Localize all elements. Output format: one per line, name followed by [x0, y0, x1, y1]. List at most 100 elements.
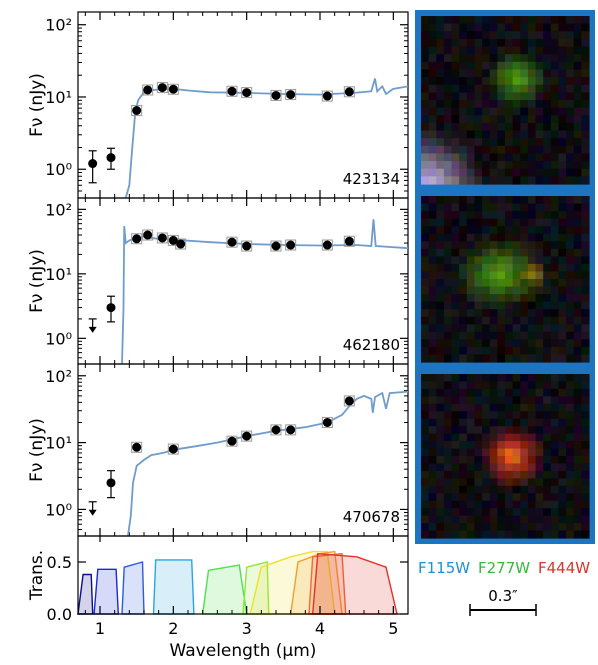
y-tick-label: 10¹ — [45, 265, 72, 284]
model-photometry-square — [343, 86, 355, 98]
model-photometry-square — [270, 424, 282, 436]
photometry-point — [143, 230, 153, 240]
photometry-point — [132, 442, 142, 452]
model-photometry-square — [270, 240, 282, 252]
photometry-point — [286, 240, 296, 250]
y-tick-label: 10¹ — [45, 88, 72, 107]
photometry-point — [322, 240, 332, 250]
filter-curve — [201, 564, 248, 615]
x-tick-label: 4 — [315, 619, 325, 638]
photometry-point — [132, 234, 142, 244]
model-photometry-square — [226, 236, 238, 248]
y-tick-label: 10² — [45, 16, 72, 35]
y-tick-label: 10¹ — [45, 434, 72, 453]
x-tick-label: 3 — [242, 619, 252, 638]
photometry-point — [242, 431, 252, 441]
photometry-point — [242, 88, 252, 98]
sed-panel-2: 10⁰ 10¹ 10² Fν (nJy) 462180 — [27, 197, 409, 365]
model-photometry-square — [343, 235, 355, 247]
photometry-point — [106, 478, 116, 488]
y-tick-label: 0.5 — [47, 553, 72, 572]
sed-panel-1: 10⁰ 10¹ 10² Fν (nJy) 423134 — [27, 11, 409, 199]
y-tick-label: 10⁰ — [45, 500, 72, 519]
y-tick-label: 10² — [45, 367, 72, 386]
model-photometry-square — [270, 89, 282, 101]
photometry-point — [176, 239, 186, 249]
model-photometry-square — [131, 441, 143, 453]
legend-f444w: F444W — [538, 559, 590, 577]
model-photometry-square — [241, 87, 253, 99]
photometry-point — [344, 396, 354, 406]
model-photometry-square — [156, 232, 168, 244]
photometry-point — [322, 91, 332, 101]
y-axis-label: Fν (nJy) — [27, 73, 47, 137]
photometry-point — [157, 233, 167, 243]
photometry-point — [271, 425, 281, 435]
cutout-image-3 — [415, 368, 595, 544]
x-tick-label: 1 — [95, 619, 105, 638]
photometry-point — [271, 241, 281, 251]
model-photometry-square — [241, 430, 253, 442]
photometry-point — [157, 83, 167, 93]
legend-f277w: F277W — [478, 559, 530, 577]
photometry-point — [322, 417, 332, 427]
photometry-point — [88, 159, 98, 169]
y-tick-label: 10⁰ — [45, 160, 72, 179]
model-photometry-square — [241, 240, 253, 252]
sed-panel-3: 10⁰ 10¹ 10² Fν (nJy) 470678 — [27, 363, 409, 537]
legend-f115w: F115W — [418, 559, 470, 577]
upper-limit-arrow — [88, 326, 97, 333]
photometry-point — [106, 153, 116, 163]
x-tick-label: 5 — [388, 619, 398, 638]
x-axis-label: Wavelength (μm) — [170, 641, 317, 661]
model-photometry-square — [285, 239, 297, 251]
model-photometry-square — [343, 395, 355, 407]
y-tick-label: 10⁰ — [45, 329, 72, 348]
photometry-point — [227, 237, 237, 247]
filter-curve — [121, 561, 145, 615]
model-photometry-square — [321, 90, 333, 102]
photometry-point — [227, 86, 237, 96]
model-photometry-square — [167, 443, 179, 455]
photometry-point — [344, 236, 354, 246]
model-photometry-square — [226, 85, 238, 97]
photometry-point — [168, 84, 178, 94]
photometry-point — [344, 87, 354, 97]
photometry-point — [106, 303, 116, 313]
panel-frame — [77, 535, 409, 615]
model-photometry-square — [321, 416, 333, 428]
cutout-image-1 — [415, 10, 595, 190]
cutout-image-2 — [415, 190, 595, 368]
upper-limit-arrow — [88, 509, 97, 516]
model-photometry-square — [321, 239, 333, 251]
source-id-label: 423134 — [343, 170, 400, 188]
scale-bar-label: 0.3″ — [488, 587, 518, 605]
model-photometry-square — [131, 233, 143, 245]
y-tick-label: 0.0 — [47, 605, 72, 624]
y-axis-label: Fν (nJy) — [27, 418, 47, 482]
source-id-label: 470678 — [343, 508, 400, 526]
model-photometry-square — [226, 435, 238, 447]
photometry-point — [271, 90, 281, 100]
filter-curve — [93, 568, 120, 615]
transmission-panel: 0.0 0.5 1 2 3 4 5 Trans. Wavelength (μm) — [27, 535, 409, 661]
model-photometry-square — [142, 84, 154, 96]
y-tick-label: 10² — [45, 200, 72, 219]
filter-curve — [77, 573, 94, 615]
model-photometry-square — [285, 424, 297, 436]
photometry-point — [242, 241, 252, 251]
photometry-point — [286, 90, 296, 100]
x-tick-label: 2 — [168, 619, 178, 638]
source-id-label: 462180 — [343, 336, 400, 354]
photometry-point — [143, 85, 153, 95]
model-photometry-square — [156, 82, 168, 94]
model-photometry-square — [285, 89, 297, 101]
photometry-point — [132, 106, 142, 116]
model-photometry-square — [167, 83, 179, 95]
filter-curve — [152, 559, 195, 615]
photometry-point — [286, 425, 296, 435]
model-photometry-square — [142, 229, 154, 241]
photometry-point — [227, 436, 237, 446]
model-photometry-square — [131, 105, 143, 117]
